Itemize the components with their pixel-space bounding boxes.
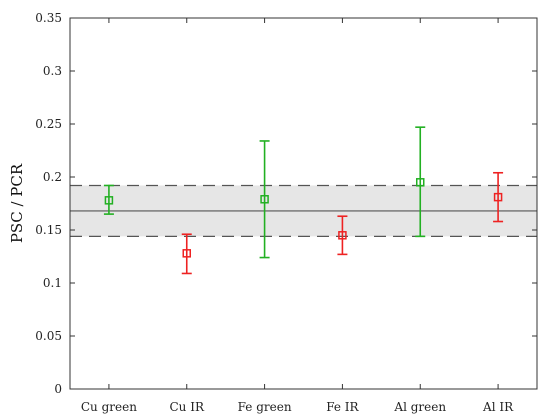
y-tick-label: 0.05 xyxy=(35,329,62,343)
point-marker xyxy=(338,231,347,240)
x-tick-label: Fe green xyxy=(238,400,292,414)
y-axis-ticks: 0 0.05 0.1 0.15 0.2 0.25 0.3 0.35 xyxy=(35,11,537,396)
y-tick-label: 0.25 xyxy=(35,117,62,131)
x-tick-label: Cu IR xyxy=(170,400,205,414)
point-marker xyxy=(493,192,503,202)
point-marker xyxy=(416,178,425,187)
y-tick-label: 0.35 xyxy=(35,11,62,25)
x-axis-ticks: Cu green Cu IR Fe green Fe IR Al green Al IR xyxy=(81,18,514,414)
point-marker xyxy=(182,249,191,258)
x-tick-label: Al green xyxy=(393,400,446,414)
data-point xyxy=(181,233,192,275)
data-point xyxy=(259,140,270,259)
y-tick-label: 0.2 xyxy=(43,170,62,184)
y-tick-label: 0.1 xyxy=(43,276,62,290)
x-tick-label: Fe IR xyxy=(326,400,359,414)
data-points xyxy=(103,126,504,275)
y-tick-label: 0.15 xyxy=(35,223,62,237)
x-tick-label: Al IR xyxy=(482,400,514,414)
y-axis-title: PSC / PCR xyxy=(8,163,26,243)
x-tick-label: Cu green xyxy=(81,400,137,414)
point-marker xyxy=(260,195,269,204)
plot-frame xyxy=(69,17,538,390)
data-point xyxy=(337,215,348,256)
data-point xyxy=(103,184,114,215)
data-point xyxy=(493,171,504,223)
data-point xyxy=(415,126,426,238)
y-tick-label: 0.3 xyxy=(43,64,62,78)
point-marker xyxy=(104,196,114,205)
y-tick-label: 0 xyxy=(54,382,62,396)
